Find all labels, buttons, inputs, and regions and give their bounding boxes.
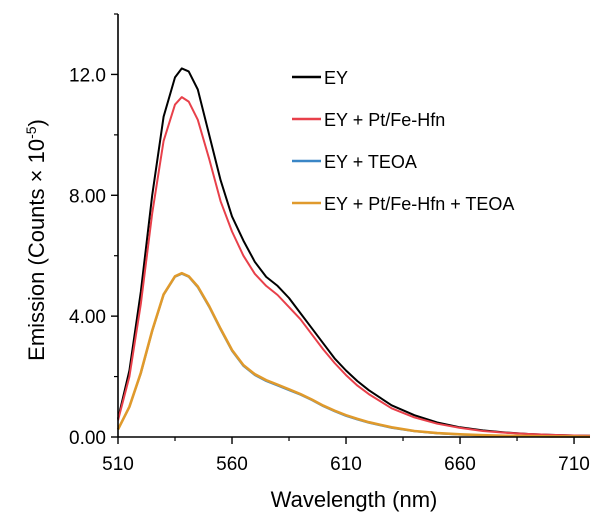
y-axis-title-close: )	[24, 119, 49, 126]
y-axis-title: Emission (Counts × 10-5)	[23, 119, 49, 361]
x-tick-label: 710	[558, 454, 590, 475]
series-lines	[116, 67, 591, 438]
ticks: 510 560 610 660 710 0.00 4.00 8.00 12.0	[69, 13, 590, 475]
axes	[117, 14, 590, 438]
series-line-2	[117, 96, 591, 437]
legend-label: EY	[324, 68, 348, 88]
legend-label: EY + Pt/Fe-Hfn	[324, 110, 445, 130]
x-tick-label: 560	[216, 454, 248, 475]
y-tick-label: 12.0	[69, 65, 106, 86]
legend-label: EY + TEOA	[324, 152, 417, 172]
x-axis-title: Wavelength (nm)	[271, 487, 438, 512]
x-tick-label: 610	[330, 454, 362, 475]
x-tick-label: 660	[444, 454, 476, 475]
y-tick-label: 4.00	[69, 307, 106, 328]
y-axis-title-exponent: -5	[23, 126, 39, 139]
series-line-4	[116, 271, 591, 438]
legend-label: EY + Pt/Fe-Hfn + TEOA	[324, 194, 514, 214]
y-tick-label: 0.00	[69, 428, 106, 449]
y-axis-title-main: Emission (Counts × 10	[24, 139, 49, 361]
y-tick-label: 8.00	[69, 186, 106, 207]
legend: EY EY + Pt/Fe-Hfn EY + TEOA EY + Pt/Fe-Hfn …	[292, 68, 514, 214]
series-line-3	[117, 272, 590, 438]
x-tick-label: 510	[102, 454, 134, 475]
